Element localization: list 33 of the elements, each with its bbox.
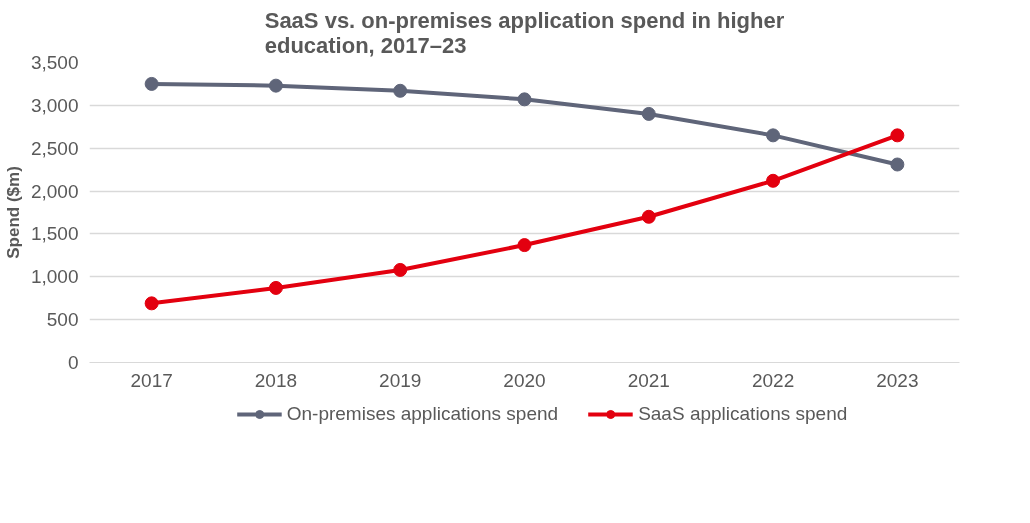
y-tick-label: 3,000 xyxy=(30,94,79,116)
point xyxy=(766,173,781,188)
x-tick-label: 2019 xyxy=(379,369,422,391)
point xyxy=(393,83,408,98)
y-tick-label: 2,500 xyxy=(30,137,79,159)
point xyxy=(517,238,532,253)
y-tick-label: 1,000 xyxy=(30,266,79,288)
point xyxy=(144,296,159,311)
point xyxy=(517,92,532,107)
point xyxy=(641,106,656,121)
point xyxy=(144,76,159,91)
y-tick-label: 500 xyxy=(46,309,79,331)
y-tick-label: 3,500 xyxy=(30,52,79,73)
x-tick-label: 2018 xyxy=(254,369,298,391)
y-axis-title: Spend ($m) xyxy=(3,166,23,259)
x-tick-label: 2022 xyxy=(751,369,795,391)
point xyxy=(268,280,283,295)
x-tick-label: 2020 xyxy=(503,369,546,391)
x-tick-label: 2017 xyxy=(130,369,173,391)
point xyxy=(393,262,408,277)
legend-label: SaaS applications spend xyxy=(638,403,848,425)
y-tick-label: 1,500 xyxy=(30,223,79,245)
point xyxy=(890,157,905,172)
point xyxy=(766,128,781,143)
x-tick-label: 2023 xyxy=(876,369,919,391)
point xyxy=(890,128,905,143)
y-tick-label: 2,000 xyxy=(30,180,79,202)
legend-label: On-premises applications spend xyxy=(286,403,559,425)
point xyxy=(641,209,656,224)
chart-title: SaaS vs. on-premises application spend in higher education, 2017–23 xyxy=(264,7,785,58)
x-tick-label: 2021 xyxy=(627,369,670,391)
point xyxy=(268,78,283,93)
y-tick-label: 0 xyxy=(67,352,79,373)
